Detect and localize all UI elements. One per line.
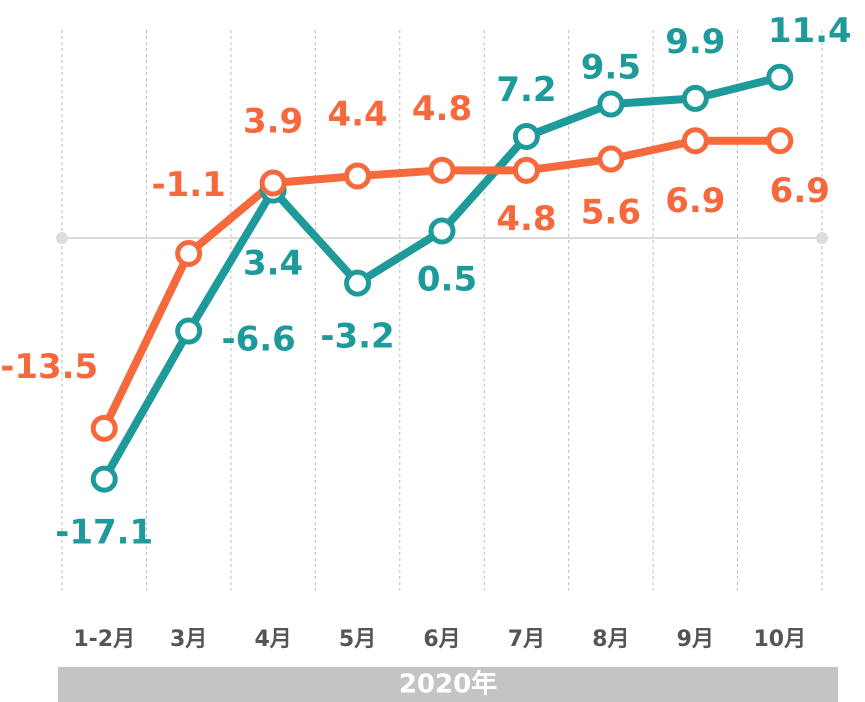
point xyxy=(428,156,456,184)
zero-dot xyxy=(56,232,68,244)
value-label: 4.4 xyxy=(327,94,387,134)
value-label: 5.6 xyxy=(581,193,641,233)
value-label: 4.8 xyxy=(412,89,472,129)
value-label: -1.1 xyxy=(151,165,225,205)
value-label: -17.1 xyxy=(55,513,153,553)
point xyxy=(344,162,372,190)
value-label: 6.9 xyxy=(770,171,830,211)
point xyxy=(90,465,118,493)
value-label: -13.5 xyxy=(0,347,98,387)
value-label: 7.2 xyxy=(496,70,556,110)
point xyxy=(428,217,456,245)
point xyxy=(175,317,203,345)
x-tick-label: 10月 xyxy=(753,627,806,652)
point xyxy=(766,127,794,155)
point xyxy=(766,63,794,91)
x-tick-label: 5月 xyxy=(339,627,376,652)
point xyxy=(681,127,709,155)
point xyxy=(344,269,372,297)
value-label: 3.9 xyxy=(243,102,303,142)
x-tick-label: 7月 xyxy=(508,627,545,652)
point xyxy=(175,240,203,268)
value-label: 6.9 xyxy=(665,181,725,221)
value-label: 0.5 xyxy=(417,259,477,299)
x-tick-label: 4月 xyxy=(254,627,291,652)
point xyxy=(512,122,540,150)
point xyxy=(597,90,625,118)
point xyxy=(512,156,540,184)
point xyxy=(259,169,287,197)
value-label: 9.5 xyxy=(581,48,641,88)
value-label: 3.4 xyxy=(243,244,303,284)
value-label: 11.4 xyxy=(768,11,852,51)
value-label: 9.9 xyxy=(665,22,725,62)
zero-dot xyxy=(816,232,828,244)
x-label-band xyxy=(58,667,838,702)
value-label: 4.8 xyxy=(496,199,556,239)
x-tick-label: 1-2月 xyxy=(73,627,135,652)
x-tick-label: 8月 xyxy=(592,627,629,652)
value-label: -3.2 xyxy=(320,317,394,357)
x-tick-label: 6月 xyxy=(423,627,460,652)
point xyxy=(597,145,625,173)
point xyxy=(90,414,118,442)
value-label: -6.6 xyxy=(221,320,295,360)
x-tick-label: 9月 xyxy=(677,627,714,652)
point xyxy=(681,84,709,112)
x-axis-label: 2020年 xyxy=(399,669,497,700)
x-tick-label: 3月 xyxy=(170,627,207,652)
